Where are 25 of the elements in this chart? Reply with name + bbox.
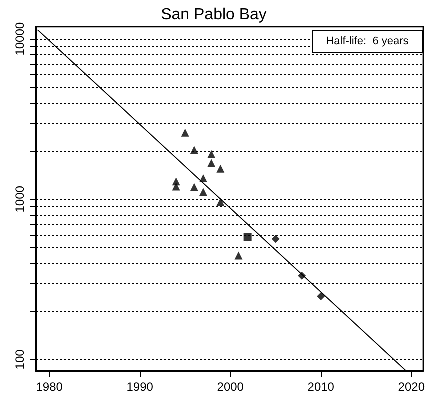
point [208, 150, 216, 158]
point [244, 233, 252, 242]
x-tick-label: 1990 [126, 380, 154, 394]
point [216, 164, 225, 173]
x-tick-label: 1980 [36, 380, 64, 394]
y-tick-label: 100 [13, 349, 27, 370]
point [234, 252, 243, 260]
point [190, 146, 198, 154]
point [199, 174, 208, 183]
y-tick-label: 10000 [13, 22, 27, 56]
point [317, 292, 326, 300]
x-tick-label: 2010 [308, 380, 335, 394]
point [272, 235, 280, 244]
x-tick-label: 2000 [217, 380, 244, 394]
point [181, 128, 190, 137]
chart-title: San Pablo Bay [161, 6, 267, 24]
point [216, 198, 225, 206]
point [298, 272, 306, 280]
x-tick-label: 2020 [398, 380, 426, 394]
point [199, 188, 208, 196]
point [208, 159, 216, 168]
point [190, 183, 198, 192]
y-tick-label: 1000 [13, 186, 27, 213]
point [172, 182, 180, 191]
annotation: Half-life: 6 years [326, 36, 410, 48]
